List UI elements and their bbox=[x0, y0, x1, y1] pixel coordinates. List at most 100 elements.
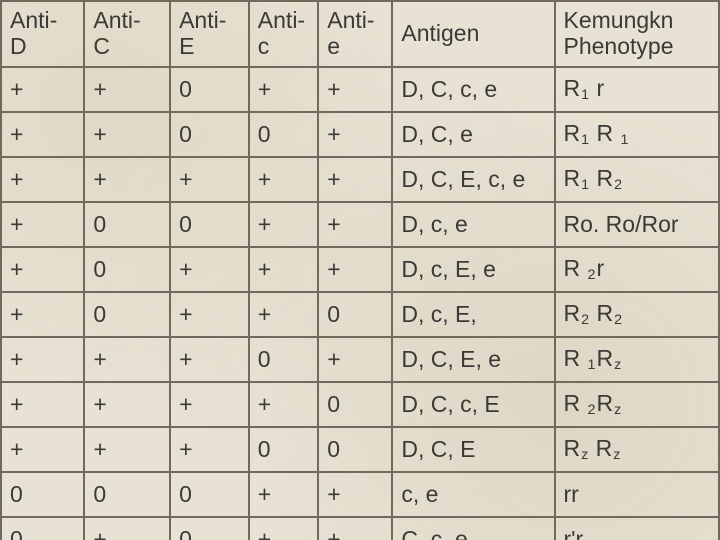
cell: + bbox=[318, 67, 392, 112]
cell: + bbox=[170, 157, 249, 202]
cell: 0 bbox=[249, 337, 318, 382]
cell: D, c, E, bbox=[392, 292, 554, 337]
cell: + bbox=[249, 202, 318, 247]
cell: 0 bbox=[1, 472, 84, 517]
h: Anti- bbox=[93, 7, 140, 33]
col-antigen: Antigen bbox=[392, 1, 554, 67]
cell: 0 bbox=[170, 202, 249, 247]
h: Anti- bbox=[179, 7, 226, 33]
col-anti-e-lower: Anti-e bbox=[318, 1, 392, 67]
subscript: 2 bbox=[613, 177, 623, 193]
cell: 0 bbox=[318, 382, 392, 427]
table-row: ++0++D, C, c, eR1 r bbox=[1, 67, 719, 112]
text: R bbox=[590, 120, 619, 146]
subscript: 1 bbox=[587, 357, 597, 373]
text: r'r bbox=[564, 526, 584, 540]
subscript: z bbox=[613, 357, 622, 373]
cell: + bbox=[84, 337, 170, 382]
cell: + bbox=[249, 292, 318, 337]
cell-phenotype: R 1Rz bbox=[555, 337, 720, 382]
cell: + bbox=[1, 202, 84, 247]
text: rr bbox=[564, 481, 579, 507]
cell: + bbox=[170, 427, 249, 472]
cell: + bbox=[318, 202, 392, 247]
cell: + bbox=[84, 112, 170, 157]
cell: D, C, E, c, e bbox=[392, 157, 554, 202]
cell-phenotype: R2 R2 bbox=[555, 292, 720, 337]
h: E bbox=[179, 33, 194, 59]
table-row: ++00+D, C, eR1 R 1 bbox=[1, 112, 719, 157]
cell-phenotype: rr bbox=[555, 472, 720, 517]
h: Anti- bbox=[10, 7, 57, 33]
cell: + bbox=[318, 472, 392, 517]
cell: 0 bbox=[84, 202, 170, 247]
cell: 0 bbox=[84, 247, 170, 292]
cell: 0 bbox=[249, 112, 318, 157]
cell: + bbox=[84, 157, 170, 202]
cell: 0 bbox=[170, 517, 249, 540]
cell-phenotype: Rz Rz bbox=[555, 427, 720, 472]
cell: 0 bbox=[249, 427, 318, 472]
subscript: 2 bbox=[587, 402, 597, 418]
cell-phenotype: R1 R2 bbox=[555, 157, 720, 202]
cell: + bbox=[249, 517, 318, 540]
cell: 0 bbox=[170, 112, 249, 157]
cell: + bbox=[170, 382, 249, 427]
cell: 0 bbox=[318, 292, 392, 337]
cell: 0 bbox=[170, 67, 249, 112]
col-phenotype: KemungknPhenotype bbox=[555, 1, 720, 67]
cell: + bbox=[1, 337, 84, 382]
cell: D, C, E bbox=[392, 427, 554, 472]
text: R bbox=[589, 435, 612, 461]
subscript: 2 bbox=[613, 312, 623, 328]
cell-phenotype: R 2r bbox=[555, 247, 720, 292]
text: R bbox=[564, 255, 587, 281]
table-row: +++00D, C, ERz Rz bbox=[1, 427, 719, 472]
cell-phenotype: r'r bbox=[555, 517, 720, 540]
h: c bbox=[258, 33, 270, 59]
header-row: Anti-D Anti-C Anti-E Anti-c Anti-e Antig… bbox=[1, 1, 719, 67]
cell: + bbox=[249, 67, 318, 112]
cell: + bbox=[249, 382, 318, 427]
subscript: 2 bbox=[580, 312, 590, 328]
cell: + bbox=[1, 292, 84, 337]
table-body: ++0++D, C, c, eR1 r++00+D, C, eR1 R 1+++… bbox=[1, 67, 719, 540]
subscript: 1 bbox=[580, 177, 590, 193]
cell-phenotype: R1 R 1 bbox=[555, 112, 720, 157]
text: R bbox=[564, 75, 581, 101]
cell: c, e bbox=[392, 472, 554, 517]
cell: + bbox=[249, 247, 318, 292]
cell: + bbox=[170, 247, 249, 292]
cell: 0 bbox=[318, 427, 392, 472]
subscript: 1 bbox=[619, 132, 629, 148]
text: R bbox=[590, 300, 613, 326]
subscript: z bbox=[613, 402, 622, 418]
subscript: 1 bbox=[580, 132, 590, 148]
h: Anti- bbox=[258, 7, 305, 33]
cell: + bbox=[84, 67, 170, 112]
h: Phenotype bbox=[564, 33, 674, 59]
h: Antigen bbox=[401, 20, 479, 46]
cell: + bbox=[318, 337, 392, 382]
h: D bbox=[10, 33, 27, 59]
col-anti-c-upper: Anti-C bbox=[84, 1, 170, 67]
table-row: +++0+D, C, E, eR 1Rz bbox=[1, 337, 719, 382]
cell-phenotype: R1 r bbox=[555, 67, 720, 112]
rh-phenotype-table: Anti-D Anti-C Anti-E Anti-c Anti-e Antig… bbox=[0, 0, 720, 540]
text: R bbox=[596, 345, 613, 371]
cell: + bbox=[318, 517, 392, 540]
cell: 0 bbox=[84, 472, 170, 517]
cell: + bbox=[249, 472, 318, 517]
col-anti-c-lower: Anti-c bbox=[249, 1, 318, 67]
cell-phenotype: R 2Rz bbox=[555, 382, 720, 427]
text: R bbox=[564, 435, 581, 461]
col-anti-d: Anti-D bbox=[1, 1, 84, 67]
cell: C, c, e bbox=[392, 517, 554, 540]
cell: + bbox=[1, 427, 84, 472]
table-row: +00++D, c, eRo. Ro/Ror bbox=[1, 202, 719, 247]
cell: D, C, E, e bbox=[392, 337, 554, 382]
cell: D, C, c, E bbox=[392, 382, 554, 427]
subscript: z bbox=[612, 447, 621, 463]
h: Kemungkn bbox=[564, 7, 674, 33]
table-row: +++++D, C, E, c, eR1 R2 bbox=[1, 157, 719, 202]
